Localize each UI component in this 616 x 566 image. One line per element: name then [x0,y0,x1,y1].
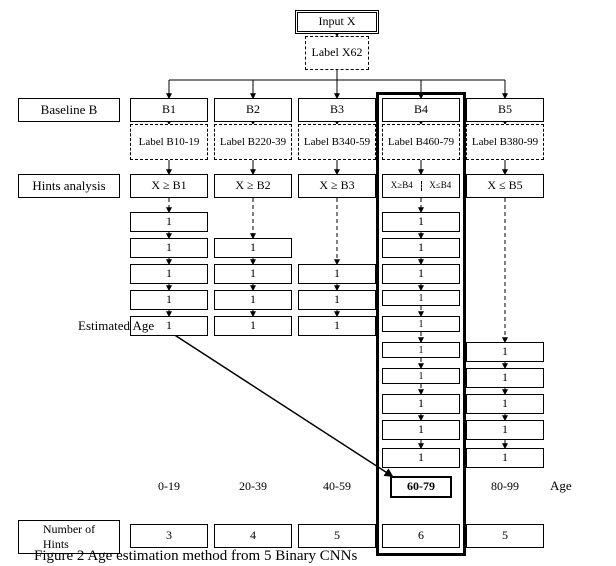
row-label-baseline: Baseline B [18,98,120,122]
hint-cell-1-4: 1 [214,316,292,336]
diagram-stage: Input XLabel X62 Baseline B B1Label B10-19… [0,0,616,566]
figure-caption: Figure 2 Age estimation method from 5 Bi… [34,548,357,565]
hint-cell-0-3: 1 [130,290,208,310]
age-range-1: 20-39 [222,476,284,498]
row-label-hints: Hints analysis [18,174,120,198]
baseline-b5: B5 [466,98,544,122]
label-b2: Label B220-39 [214,124,292,160]
hint-cell-0-2: 1 [130,264,208,284]
hint-cell-2-4: 1 [298,316,376,336]
count-1: 4 [214,524,292,548]
hint-b3: X ≥ B3 [298,174,376,198]
input-x-box: Input X [295,10,379,34]
hint-cell-0-0: 1 [130,212,208,232]
hint-b5: X ≤ B5 [466,174,544,198]
estimated-age-label: Estimated Age [78,318,154,334]
baseline-b2: B2 [214,98,292,122]
baseline-b1: B1 [130,98,208,122]
hint-cell-4-5: 1 [466,342,544,362]
hint-cell-4-6: 1 [466,368,544,388]
hint-cell-1-3: 1 [214,290,292,310]
count-2: 5 [298,524,376,548]
count-0: 3 [130,524,208,548]
hint-cell-2-2: 1 [298,264,376,284]
hint-cell-1-2: 1 [214,264,292,284]
label-b1: Label B10-19 [130,124,208,160]
label-x-box: Label X62 [305,36,369,70]
count-4: 5 [466,524,544,548]
label-b5: Label B380-99 [466,124,544,160]
highlight-rect [376,92,466,556]
hint-b1: X ≥ B1 [130,174,208,198]
age-range-4: 80-99 [474,476,536,498]
age-range-0: 0-19 [138,476,200,498]
label-b3: Label B340-59 [298,124,376,160]
axis-label-age: Age [550,478,572,494]
hint-cell-4-7: 1 [466,394,544,414]
age-range-2: 40-59 [306,476,368,498]
baseline-b3: B3 [298,98,376,122]
hint-cell-1-1: 1 [214,238,292,258]
hint-b2: X ≥ B2 [214,174,292,198]
hint-cell-2-3: 1 [298,290,376,310]
hint-cell-4-9: 1 [466,448,544,468]
hint-cell-4-8: 1 [466,420,544,440]
hint-cell-0-1: 1 [130,238,208,258]
